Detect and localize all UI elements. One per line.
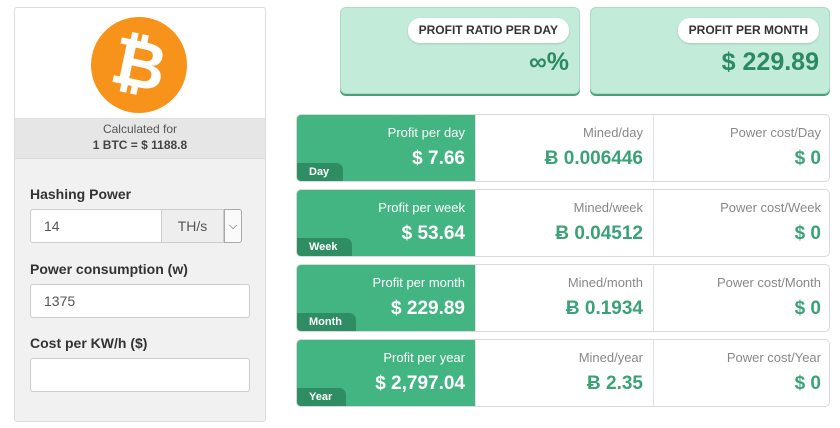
profit-cell: Profit per month $ 229.89 Month xyxy=(297,265,475,331)
profit-ratio-card: PROFIT RATIO PER DAY ∞% xyxy=(340,7,580,94)
profit-month-value: $ 229.89 xyxy=(721,48,819,76)
power-cost-cell: Power cost/Day $ 0 xyxy=(653,115,829,181)
profit-cell: Profit per year $ 2,797.04 Year xyxy=(297,340,475,406)
profit-value: $ 2,797.04 xyxy=(375,373,465,394)
mined-label: Mined/month xyxy=(567,275,643,290)
profit-month-card: PROFIT PER MONTH $ 229.89 xyxy=(590,7,830,94)
power-cost-value: $ 0 xyxy=(794,298,821,319)
hashing-power-label: Hashing Power xyxy=(30,186,132,202)
profit-value: $ 7.66 xyxy=(412,148,465,169)
profit-label: Profit per month xyxy=(372,275,466,290)
period-tag: Day xyxy=(297,163,344,181)
power-cost-label: Power cost/Day xyxy=(729,125,821,140)
power-cost-cell: Power cost/Week $ 0 xyxy=(653,190,829,256)
result-row-week: Profit per week $ 53.64 Week Mined/week … xyxy=(296,189,830,257)
result-row-month: Profit per month $ 229.89 Month Mined/mo… xyxy=(296,264,830,332)
power-cost-label: Power cost/Month xyxy=(716,275,821,290)
profit-cell: Profit per week $ 53.64 Week xyxy=(297,190,475,256)
power-cost-cell: Power cost/Month $ 0 xyxy=(653,265,829,331)
profit-value: $ 229.89 xyxy=(391,298,465,319)
mined-cell: Mined/year Ƀ 2.35 xyxy=(475,340,653,406)
mined-cell: Mined/week Ƀ 0.04512 xyxy=(475,190,653,256)
mined-value: Ƀ 0.04512 xyxy=(555,223,643,244)
profit-label: Profit per year xyxy=(383,350,465,365)
mined-label: Mined/year xyxy=(578,350,643,365)
profit-month-label: PROFIT PER MONTH xyxy=(677,18,819,43)
exchange-rate-box: Calculated for 1 BTC = $ 1188.8 xyxy=(15,119,265,159)
calculator-panel: ₿ Calculated for 1 BTC = $ 1188.8 Hashin… xyxy=(14,7,266,422)
mined-cell: Mined/day Ƀ 0.006446 xyxy=(475,115,653,181)
cost-per-kwh-input[interactable] xyxy=(30,358,250,392)
chevron-down-icon[interactable]: ⌵ xyxy=(224,209,242,243)
power-cost-cell: Power cost/Year $ 0 xyxy=(653,340,829,406)
mined-cell: Mined/month Ƀ 0.1934 xyxy=(475,265,653,331)
mined-value: Ƀ 2.35 xyxy=(587,373,643,394)
profit-cell: Profit per day $ 7.66 Day xyxy=(297,115,475,181)
exchange-rate-text: 1 BTC = $ 1188.8 xyxy=(92,138,188,152)
result-row-day: Profit per day $ 7.66 Day Mined/day Ƀ 0.… xyxy=(296,114,830,182)
profit-label: Profit per day xyxy=(387,125,465,140)
power-cost-value: $ 0 xyxy=(794,223,821,244)
mined-label: Mined/week xyxy=(573,200,643,215)
hashing-unit-select[interactable]: TH/s xyxy=(161,209,224,243)
power-cost-label: Power cost/Year xyxy=(726,350,821,365)
hashing-power-input[interactable]: 14 xyxy=(30,209,162,243)
mined-value: Ƀ 0.006446 xyxy=(544,148,643,169)
power-cost-value: $ 0 xyxy=(794,148,821,169)
profit-value: $ 53.64 xyxy=(401,223,465,244)
power-consumption-label: Power consumption (w) xyxy=(30,261,188,277)
result-row-year: Profit per year $ 2,797.04 Year Mined/ye… xyxy=(296,339,830,407)
period-tag: Year xyxy=(297,388,347,406)
logo-area: ₿ xyxy=(15,8,265,122)
power-cost-label: Power cost/Week xyxy=(720,200,821,215)
cost-per-kwh-label: Cost per KW/h ($) xyxy=(30,335,148,351)
profit-label: Profit per week xyxy=(378,200,465,215)
period-tag: Week xyxy=(297,238,352,256)
power-consumption-input[interactable]: 1375 xyxy=(30,284,250,318)
calculated-for-label: Calculated for xyxy=(102,122,178,136)
profit-ratio-label: PROFIT RATIO PER DAY xyxy=(407,18,569,43)
profit-ratio-value: ∞% xyxy=(528,48,569,76)
mined-label: Mined/day xyxy=(583,125,643,140)
period-tag: Month xyxy=(297,313,356,331)
mined-value: Ƀ 0.1934 xyxy=(565,298,643,319)
power-cost-value: $ 0 xyxy=(794,373,821,394)
bitcoin-logo-icon: ₿ xyxy=(82,8,196,122)
